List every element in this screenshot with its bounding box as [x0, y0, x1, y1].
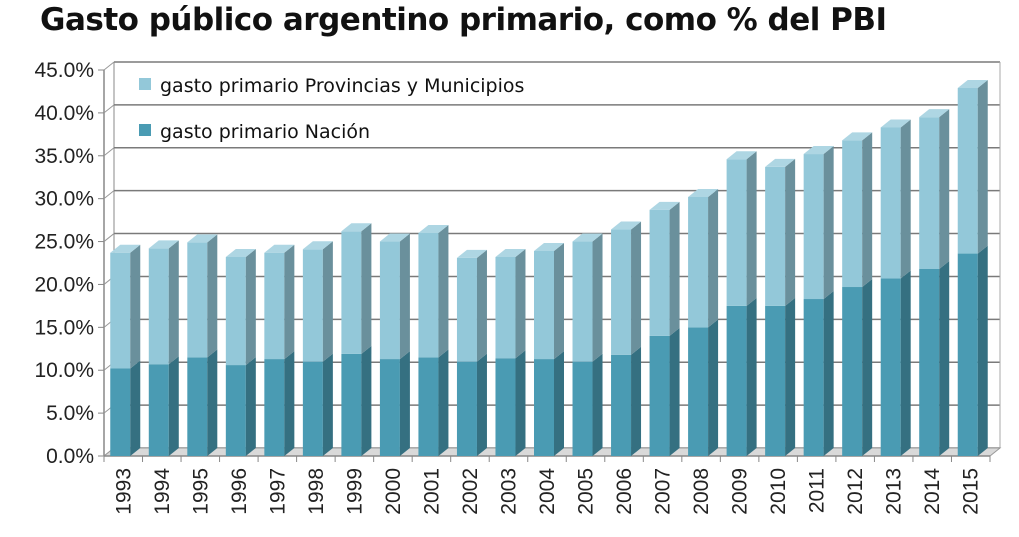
- x-tick-label-2008: 2008: [690, 468, 713, 515]
- y-tick-label-7: 35.0%: [34, 145, 94, 168]
- bar-provincias-2004: [534, 242, 564, 360]
- bar-provincias-2008: [688, 188, 719, 328]
- bar-nacion-2012: [842, 279, 873, 456]
- x-tick-label-1994: 1994: [151, 468, 174, 515]
- x-tick-label-2001: 2001: [420, 468, 443, 515]
- y-tick-label-8: 40.0%: [34, 102, 94, 125]
- x-tick-label-1999: 1999: [343, 468, 366, 515]
- x-tick-label-1997: 1997: [266, 468, 289, 515]
- bar-provincias-1996: [225, 248, 256, 366]
- y-tick-label-0: 0.0%: [46, 445, 94, 468]
- bar-provincias-2009: [726, 151, 757, 306]
- y-tick-label-9: 45.0%: [34, 59, 94, 82]
- bar-provincias-2010: [765, 158, 796, 306]
- bar-nacion-2008: [688, 319, 719, 456]
- bar-provincias-1994: [148, 240, 179, 365]
- bar-nacion-2015: [957, 245, 988, 456]
- x-tick-label-1998: 1998: [305, 468, 328, 515]
- x-tick-label-2012: 2012: [844, 468, 867, 515]
- x-tick-label-2000: 2000: [382, 468, 405, 515]
- y-tick-label-5: 25.0%: [34, 231, 94, 254]
- bar-provincias-2012: [842, 132, 873, 288]
- bar-nacion-2001: [418, 349, 449, 456]
- x-tick-label-1995: 1995: [189, 468, 212, 515]
- bar-provincias-2015: [957, 80, 988, 254]
- bar-nacion-1998: [302, 353, 333, 456]
- bar-nacion-1997: [264, 351, 295, 456]
- x-axis-ticks: 1993 1994 1995 1996 1997 1998 1999 2000 2001 2002…: [112, 468, 982, 515]
- x-tick-label-2007: 2007: [652, 468, 675, 515]
- bar-provincias-1998: [302, 241, 333, 362]
- bar-provincias-2011: [803, 146, 834, 300]
- bar-nacion-1993: [110, 360, 141, 456]
- bar-nacion-2003: [495, 350, 526, 456]
- bar-provincias-2006: [611, 221, 642, 355]
- bar-provincias-1999: [341, 223, 372, 354]
- bar-nacion-2011: [803, 291, 834, 456]
- bar-provincias-2002: [456, 249, 487, 362]
- x-tick-label-2003: 2003: [497, 468, 520, 515]
- y-tick-label-4: 20.0%: [34, 273, 94, 296]
- bar-provincias-2005: [572, 233, 603, 362]
- bar-provincias-2001: [418, 224, 449, 358]
- bar-nacion-2006: [611, 346, 642, 456]
- x-tick-label-2004: 2004: [536, 468, 559, 515]
- x-tick-label-2015: 2015: [960, 468, 983, 515]
- bar-nacion-2002: [456, 353, 487, 456]
- bar-nacion-2010: [765, 297, 796, 456]
- bar-provincias-2013: [880, 119, 911, 279]
- bar-nacion-2007: [649, 327, 680, 456]
- bar-nacion-2000: [379, 351, 410, 456]
- x-tick-label-2005: 2005: [575, 468, 598, 515]
- bar-nacion-1996: [225, 357, 256, 456]
- bar-nacion-2013: [880, 270, 911, 456]
- x-tick-label-2002: 2002: [459, 468, 482, 515]
- bar-provincias-1993: [110, 244, 141, 369]
- bar-nacion-2009: [726, 297, 757, 456]
- bar-provincias-2000: [379, 233, 410, 360]
- legend-swatch-provincias: [139, 78, 151, 90]
- x-tick-label-2013: 2013: [883, 468, 906, 515]
- x-tick-label-2009: 2009: [729, 468, 752, 515]
- x-tick-label-1996: 1996: [228, 468, 251, 515]
- x-tick-label-2010: 2010: [767, 468, 790, 515]
- y-tick-label-6: 30.0%: [34, 188, 94, 211]
- bar-nacion-1995: [187, 349, 218, 456]
- chart-title: Gasto público argentino primario, como %…: [40, 2, 887, 38]
- y-tick-label-1: 5.0%: [46, 402, 94, 425]
- bar-nacion-1999: [341, 345, 372, 456]
- bar-nacion-2014: [919, 261, 950, 456]
- bar-provincias-1997: [264, 244, 295, 360]
- x-tick-label-1993: 1993: [112, 468, 135, 515]
- bar-nacion-1994: [148, 356, 179, 456]
- bar-nacion-2005: [572, 353, 603, 456]
- bar-provincias-1995: [187, 234, 218, 358]
- bar-provincias-2007: [649, 201, 680, 336]
- bar-nacion-2004: [534, 351, 564, 456]
- y-tick-label-2: 10.0%: [34, 359, 94, 382]
- bars: [110, 80, 988, 456]
- bar-provincias-2014: [919, 109, 950, 270]
- x-tick-label-2006: 2006: [613, 468, 636, 515]
- legend-swatch-nacion: [139, 124, 151, 136]
- legend-label-provincias: gasto primario Provincias y Municipios: [160, 75, 524, 97]
- x-tick-label-2014: 2014: [921, 468, 944, 515]
- bar-provincias-2003: [495, 248, 526, 359]
- y-tick-label-3: 15.0%: [34, 316, 94, 339]
- y-axis-ticks: 0.0% 5.0% 10.0% 15.0% 20.0% 25.0% 30.0% 35.0% 40…: [34, 59, 94, 468]
- legend-label-nacion: gasto primario Nación: [160, 121, 370, 143]
- legend: gasto primario Provincias y Municipios g…: [139, 75, 524, 143]
- x-tick-label-2011: 2011: [806, 468, 829, 513]
